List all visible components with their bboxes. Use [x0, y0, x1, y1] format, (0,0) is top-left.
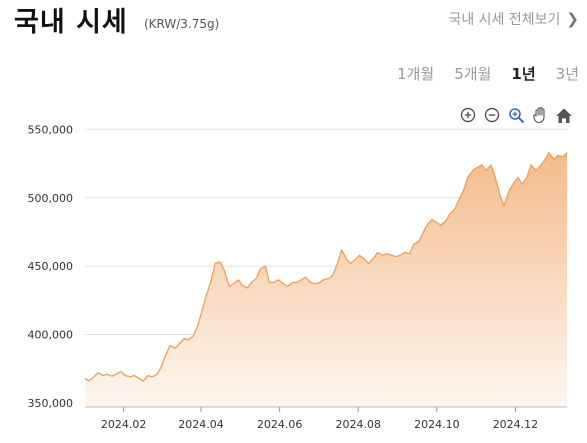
chevron-right-icon: ❯: [566, 10, 579, 28]
price-area: [85, 152, 567, 407]
x-tick-label: 2024.06: [257, 418, 303, 431]
x-tick-label: 2024.02: [101, 418, 147, 431]
y-tick-label: 550,000: [28, 123, 74, 136]
tab-5-months[interactable]: 5개월: [454, 65, 492, 83]
magnifier-icon[interactable]: [507, 106, 525, 124]
pan-hand-icon[interactable]: [531, 106, 549, 124]
period-tabs: 1개월 5개월 1년 3년: [397, 63, 579, 84]
y-tick-label: 450,000: [28, 260, 74, 273]
y-tick-label: 400,000: [28, 329, 74, 342]
zoom-out-icon[interactable]: [483, 106, 501, 124]
x-tick-label: 2024.04: [178, 418, 224, 431]
x-axis-ticks: 2024.02 2024.04 2024.06 2024.08 2024.10 2024.…: [101, 407, 538, 431]
y-tick-label: 350,000: [28, 397, 74, 410]
tab-1-year[interactable]: 1년: [511, 65, 536, 83]
price-line: [84, 151, 568, 382]
y-tick-label: 500,000: [28, 192, 74, 205]
zoom-in-icon[interactable]: [459, 106, 477, 124]
x-tick-label: 2024.10: [414, 418, 460, 431]
home-icon[interactable]: [555, 106, 573, 124]
unit-label: (KRW/3.75g): [144, 17, 220, 31]
chart-toolbar: [459, 106, 573, 124]
page-title: 국내 시세: [14, 7, 128, 38]
x-tick-label: 2024.12: [493, 418, 539, 431]
x-tick-label: 2024.08: [335, 418, 381, 431]
view-all-label: 국내 시세 전체보기: [448, 12, 561, 28]
tab-1-month[interactable]: 1개월: [397, 65, 435, 83]
y-axis-ticks: 350,000 400,000 450,000 500,000 550,000: [28, 123, 74, 410]
view-all-link[interactable]: 국내 시세 전체보기 ❯: [448, 9, 579, 29]
tab-3-years[interactable]: 3년: [555, 65, 579, 83]
